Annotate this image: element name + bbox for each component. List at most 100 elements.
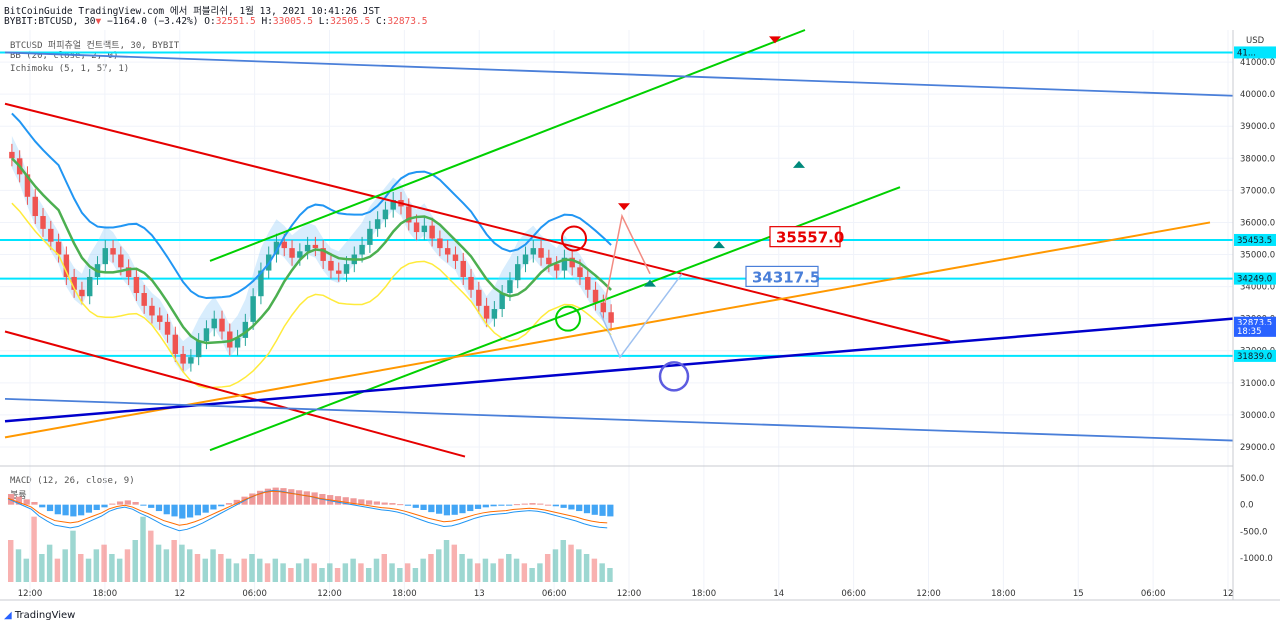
macd-histogram-bar [591,504,598,515]
macd-histogram-bar [233,499,240,505]
ichimoku-lagging-line [11,202,612,389]
red-trend-line [4,102,951,343]
macd-histogram-bar [15,496,23,505]
high-value: 33005.5 [272,16,313,27]
x-tick-label: 18:00 [93,589,118,599]
volume-bar [443,540,450,582]
volume-bar [451,544,458,582]
y-tick-label: 38000.0 [1240,154,1275,164]
candle-body [172,334,179,354]
volume-bar [132,540,138,582]
macd-tick-label: 0.0 [1240,501,1254,511]
signal-line [7,490,608,526]
candle-body [24,174,31,197]
macd-histogram-bar [280,488,287,505]
volume-bar [319,568,325,582]
candle-body [71,276,77,290]
candle-body [125,267,132,277]
y-tick-label: 35000.0 [1240,251,1275,261]
macd-histogram-bar [498,504,505,506]
macd-histogram-bar [459,504,466,514]
macd-histogram-bar [140,504,147,506]
candle-body [406,206,412,223]
candle-body [133,276,140,294]
macd-histogram-bar [101,504,108,508]
down-arrow-icon [769,36,781,44]
volume-bar [537,563,543,582]
macd-histogram-bar [257,490,264,505]
legend-volume[interactable]: 볼륨 [10,491,27,501]
volume-bar [513,558,520,582]
volume-bar [116,558,123,582]
x-tick-label: 06:00 [1141,589,1166,599]
x-tick-label: 12:00 [617,589,642,599]
macd-histogram-bar [436,504,443,514]
volume-bar [62,549,68,582]
volume-bar [381,554,387,582]
candle-body [195,341,202,358]
volume-bar [202,558,208,582]
y-tick-label: 30000.0 [1240,411,1275,421]
candle-body [227,331,233,348]
candle-body [421,225,428,233]
macd-histogram-bar [295,490,303,505]
candle-body [553,264,560,271]
red-trend-line-lower [4,330,466,458]
macd-histogram-bar [583,504,591,514]
legend-macd[interactable]: MACD (12, 26, close, 9) [10,476,135,486]
macd-histogram-bar [303,491,310,505]
volume-bar [365,568,372,582]
macd-histogram-bar [194,504,201,516]
legend-bb[interactable]: BB (20, close, 2, 0) [10,51,119,61]
volume-bar [311,563,317,582]
legend-main[interactable]: BTCUSD 퍼피츄얼 컨트랙트, 30, BYBIT [10,41,180,51]
x-tick-label: 18:00 [692,589,717,599]
macd-tick-label: -1000.0 [1240,554,1273,564]
volume-bar [334,568,341,582]
macd-histogram-bar [288,489,295,505]
down-arrow-icon: ▼ [95,16,102,27]
volume-bar [101,544,107,582]
candle-body [297,251,303,258]
candle-body [569,257,575,268]
macd-histogram-bar [365,500,373,505]
price-label: 34249.0 [1237,275,1272,285]
volume-bar [39,554,45,582]
macd-histogram-bar [186,504,194,518]
projection-path-red [604,213,651,303]
candle-body [390,199,396,210]
close-value: 32873.5 [387,16,428,27]
volume-bar [186,549,193,582]
volume-bar [210,549,216,582]
volume-bar [54,558,61,582]
close-label: C: [375,16,388,27]
sleepy-face-icon [658,361,690,392]
candle-body [180,353,186,364]
macd-histogram-bar [342,497,349,505]
candle-body [289,248,295,258]
candle-body [32,196,38,217]
legend-ichimoku[interactable]: Ichimoku (5, 1, 57, 1) [10,64,130,74]
change: −1164.0 (−3.42%) [106,16,199,27]
candle-body [86,276,93,297]
volume-bar [560,540,566,582]
price-label: 18:35 [1237,327,1262,337]
volume-bar [194,554,201,582]
volume-bar [436,549,442,582]
volume-bar [70,530,76,582]
candle-body [320,248,326,261]
volume-bar [607,568,613,582]
macd-histogram-bar [420,504,427,510]
volume-bar [373,558,380,582]
candle-body [258,270,264,297]
price-label-box [1234,349,1276,362]
volume-bar [552,549,559,582]
macd-histogram-bar [78,504,85,516]
candle-body [522,254,529,265]
x-tick-label: 12:00 [317,589,342,599]
annotation-label: 35557.0 [776,229,844,247]
x-tick-label: 06:00 [542,589,567,599]
volume-bar [272,558,279,582]
volume-bar [358,563,364,582]
